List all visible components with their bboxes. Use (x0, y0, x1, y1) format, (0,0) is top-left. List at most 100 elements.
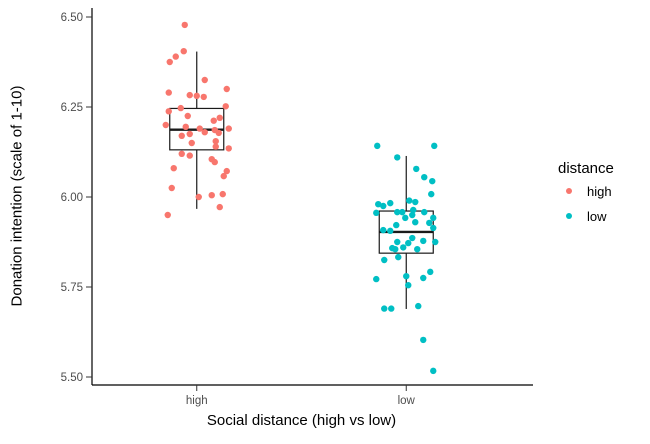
jitter-point-high (162, 121, 169, 129)
legend: distance high low (558, 160, 648, 227)
jitter-point-low (429, 177, 436, 185)
jitter-point-high (201, 76, 208, 84)
jitter-point-low (402, 214, 409, 222)
jitter-point-high (170, 165, 177, 172)
jitter-point-high (219, 190, 226, 198)
legend-dot-low-icon (566, 213, 572, 219)
jitter-point-high (180, 48, 187, 55)
jitter-point-high (220, 172, 227, 180)
jitter-point-low (430, 224, 437, 232)
jitter-point-low (392, 246, 399, 253)
jitter-point-low (431, 142, 438, 150)
x-tick-label: low (398, 395, 416, 407)
jitter-point-low (430, 367, 437, 375)
jitter-point-low (420, 336, 427, 344)
jitter-point-high (216, 203, 223, 211)
jitter-point-low (409, 211, 416, 219)
jitter-point-low (399, 208, 406, 216)
jitter-point-low (394, 238, 401, 246)
jitter-point-high (168, 184, 175, 192)
legend-entry-low: low (558, 205, 648, 227)
jitter-point-high (225, 125, 232, 132)
jitter-point-high (186, 91, 193, 99)
jitter-point-low (387, 199, 394, 207)
legend-title: distance (558, 160, 614, 177)
jitter-point-high (210, 117, 217, 124)
x-tick-label: high (186, 395, 208, 407)
jitter-point-low (432, 238, 439, 246)
jitter-point-low (373, 209, 380, 217)
jitter-point-low (410, 206, 417, 214)
jitter-point-low (380, 226, 387, 234)
jitter-point-low (415, 302, 422, 310)
legend-label-low: low (587, 208, 607, 224)
jitter-point-low (405, 239, 412, 247)
jitter-point-high (178, 150, 185, 157)
jitter-point-high (177, 104, 184, 112)
jitter-point-high (181, 21, 188, 29)
jitter-point-high (186, 130, 193, 138)
jitter-point-low (420, 237, 427, 245)
jitter-point-low (400, 244, 407, 251)
jitter-point-low (393, 221, 400, 229)
legend-entry-high: high (558, 180, 648, 202)
jitter-point-low (412, 198, 419, 206)
legend-label-high: high (587, 183, 612, 199)
y-tick-label: 6.25 (61, 102, 83, 114)
jitter-point-high (211, 158, 218, 166)
jitter-point-high (182, 123, 189, 130)
jitter-point-low (375, 201, 382, 208)
jitter-point-high (225, 145, 232, 152)
jitter-point-low (413, 165, 420, 173)
y-tick-label: 6.50 (61, 12, 83, 24)
jitter-point-low (395, 253, 402, 261)
jitter-point-high (196, 125, 203, 132)
jitter-point-high (186, 152, 193, 159)
jitter-point-high (201, 129, 208, 136)
jitter-point-low (381, 305, 388, 312)
jitter-point-high (215, 129, 222, 137)
jitter-point-high (178, 132, 185, 139)
jitter-point-low (430, 214, 437, 222)
jitter-point-low (421, 208, 428, 216)
jitter-point-low (412, 219, 419, 226)
jitter-point-high (223, 167, 230, 175)
jitter-point-low (394, 154, 401, 161)
y-tick-label: 6.00 (61, 192, 83, 204)
jitter-point-low (428, 190, 435, 198)
jitter-point-high (200, 93, 207, 101)
jitter-point-low (405, 282, 412, 289)
jitter-point-low (387, 227, 394, 235)
jitter-point-low (406, 197, 413, 204)
jitter-point-low (421, 174, 428, 181)
x-axis-title: Social distance (high vs low) (206, 412, 397, 429)
jitter-point-high (184, 112, 191, 120)
y-tick-label: 5.50 (61, 372, 83, 384)
jitter-point-low (374, 142, 381, 150)
jitter-point-high (223, 85, 230, 93)
jitter-point-low (427, 268, 434, 276)
jitter-point-high (212, 143, 219, 150)
jitter-point-low (380, 202, 387, 210)
jitter-point-high (212, 138, 219, 145)
jitter-point-high (164, 211, 171, 219)
jitter-point-high (165, 108, 172, 115)
jitter-point-low (420, 274, 427, 282)
jitter-point-high (208, 192, 215, 199)
jitter-point-high (165, 89, 172, 96)
jitter-point-high (216, 114, 223, 122)
legend-dot-high-icon (566, 188, 572, 194)
jitter-point-high (195, 193, 202, 201)
jitter-point-high (222, 103, 229, 110)
jitter-point-low (409, 234, 416, 242)
jitter-point-low (426, 219, 433, 227)
y-tick-label: 5.75 (61, 282, 83, 294)
jitter-point-low (414, 246, 421, 253)
jitter-point-low (381, 256, 388, 264)
jitter-point-low (403, 273, 410, 280)
jitter-point-low (394, 208, 401, 216)
jitter-point-high (172, 53, 179, 60)
jitter-point-high (193, 92, 200, 100)
